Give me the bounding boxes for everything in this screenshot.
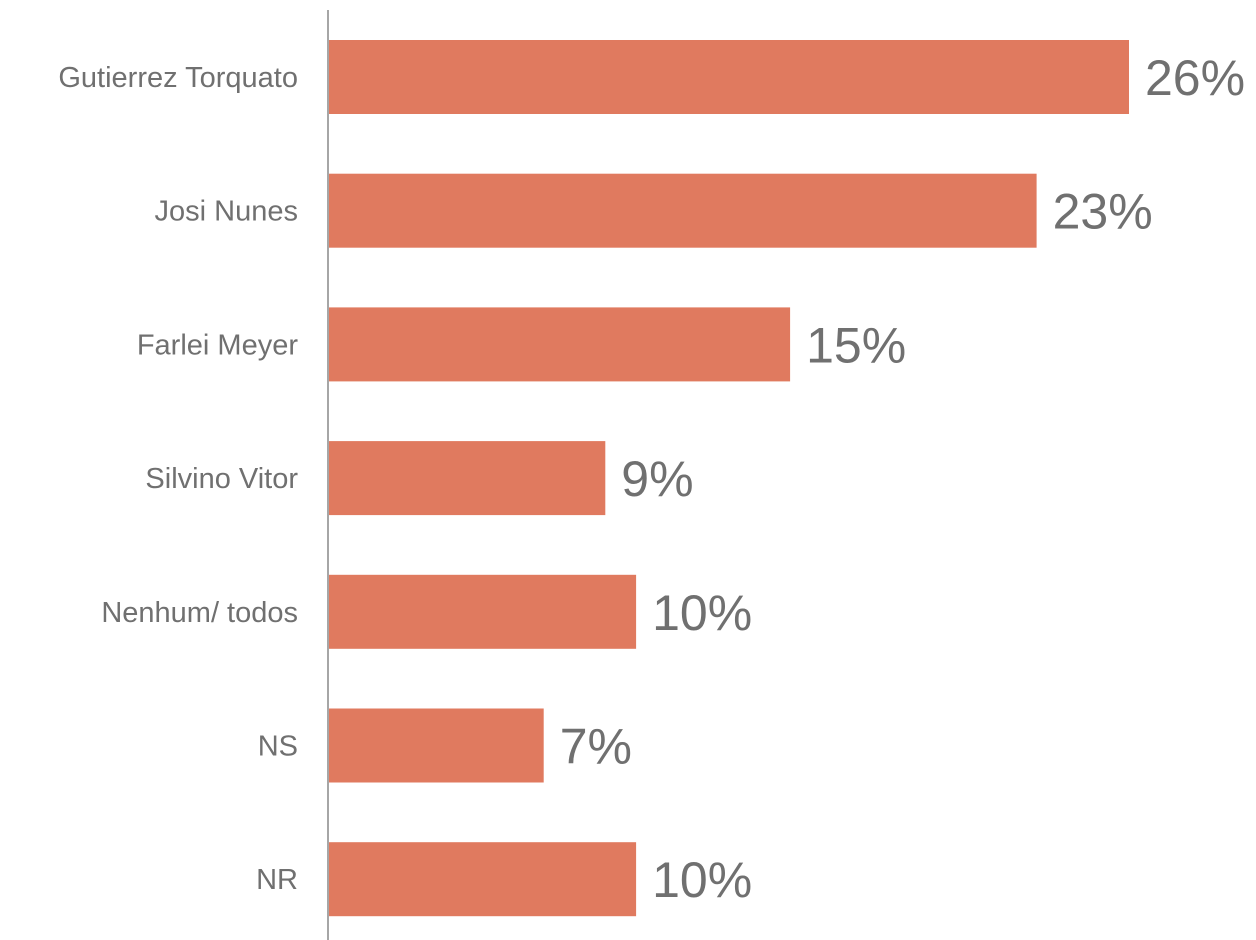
category-label-3: Silvino Vitor — [145, 463, 298, 495]
value-label-0: 26% — [1145, 50, 1245, 106]
category-label-1: Josi Nunes — [155, 196, 298, 228]
category-label-0: Gutierrez Torquato — [58, 62, 298, 94]
bar-2 — [328, 307, 791, 382]
value-label-4: 10% — [652, 585, 752, 641]
value-label-3: 9% — [621, 451, 693, 507]
category-label-6: NR — [256, 864, 298, 896]
bar-4 — [328, 574, 637, 649]
value-label-1: 23% — [1053, 184, 1153, 240]
category-labels: Gutierrez Torquato Josi Nunes Farlei Meyer… — [58, 62, 298, 896]
value-label-5: 7% — [560, 719, 632, 775]
category-label-4: Nenhum/ todos — [101, 597, 298, 629]
bar-0 — [328, 40, 1129, 114]
value-label-6: 10% — [652, 852, 752, 908]
bar-6 — [328, 842, 637, 917]
bar-1 — [328, 173, 1037, 248]
value-label-2: 15% — [806, 317, 906, 373]
category-label-2: Farlei Meyer — [137, 329, 298, 361]
bar-3 — [328, 441, 606, 516]
value-labels: 26% 23% 15% 9% 10% 7% 10% — [560, 50, 1245, 908]
category-label-5: NS — [258, 731, 298, 763]
bars-group — [328, 40, 1129, 917]
bar-5 — [328, 708, 544, 783]
